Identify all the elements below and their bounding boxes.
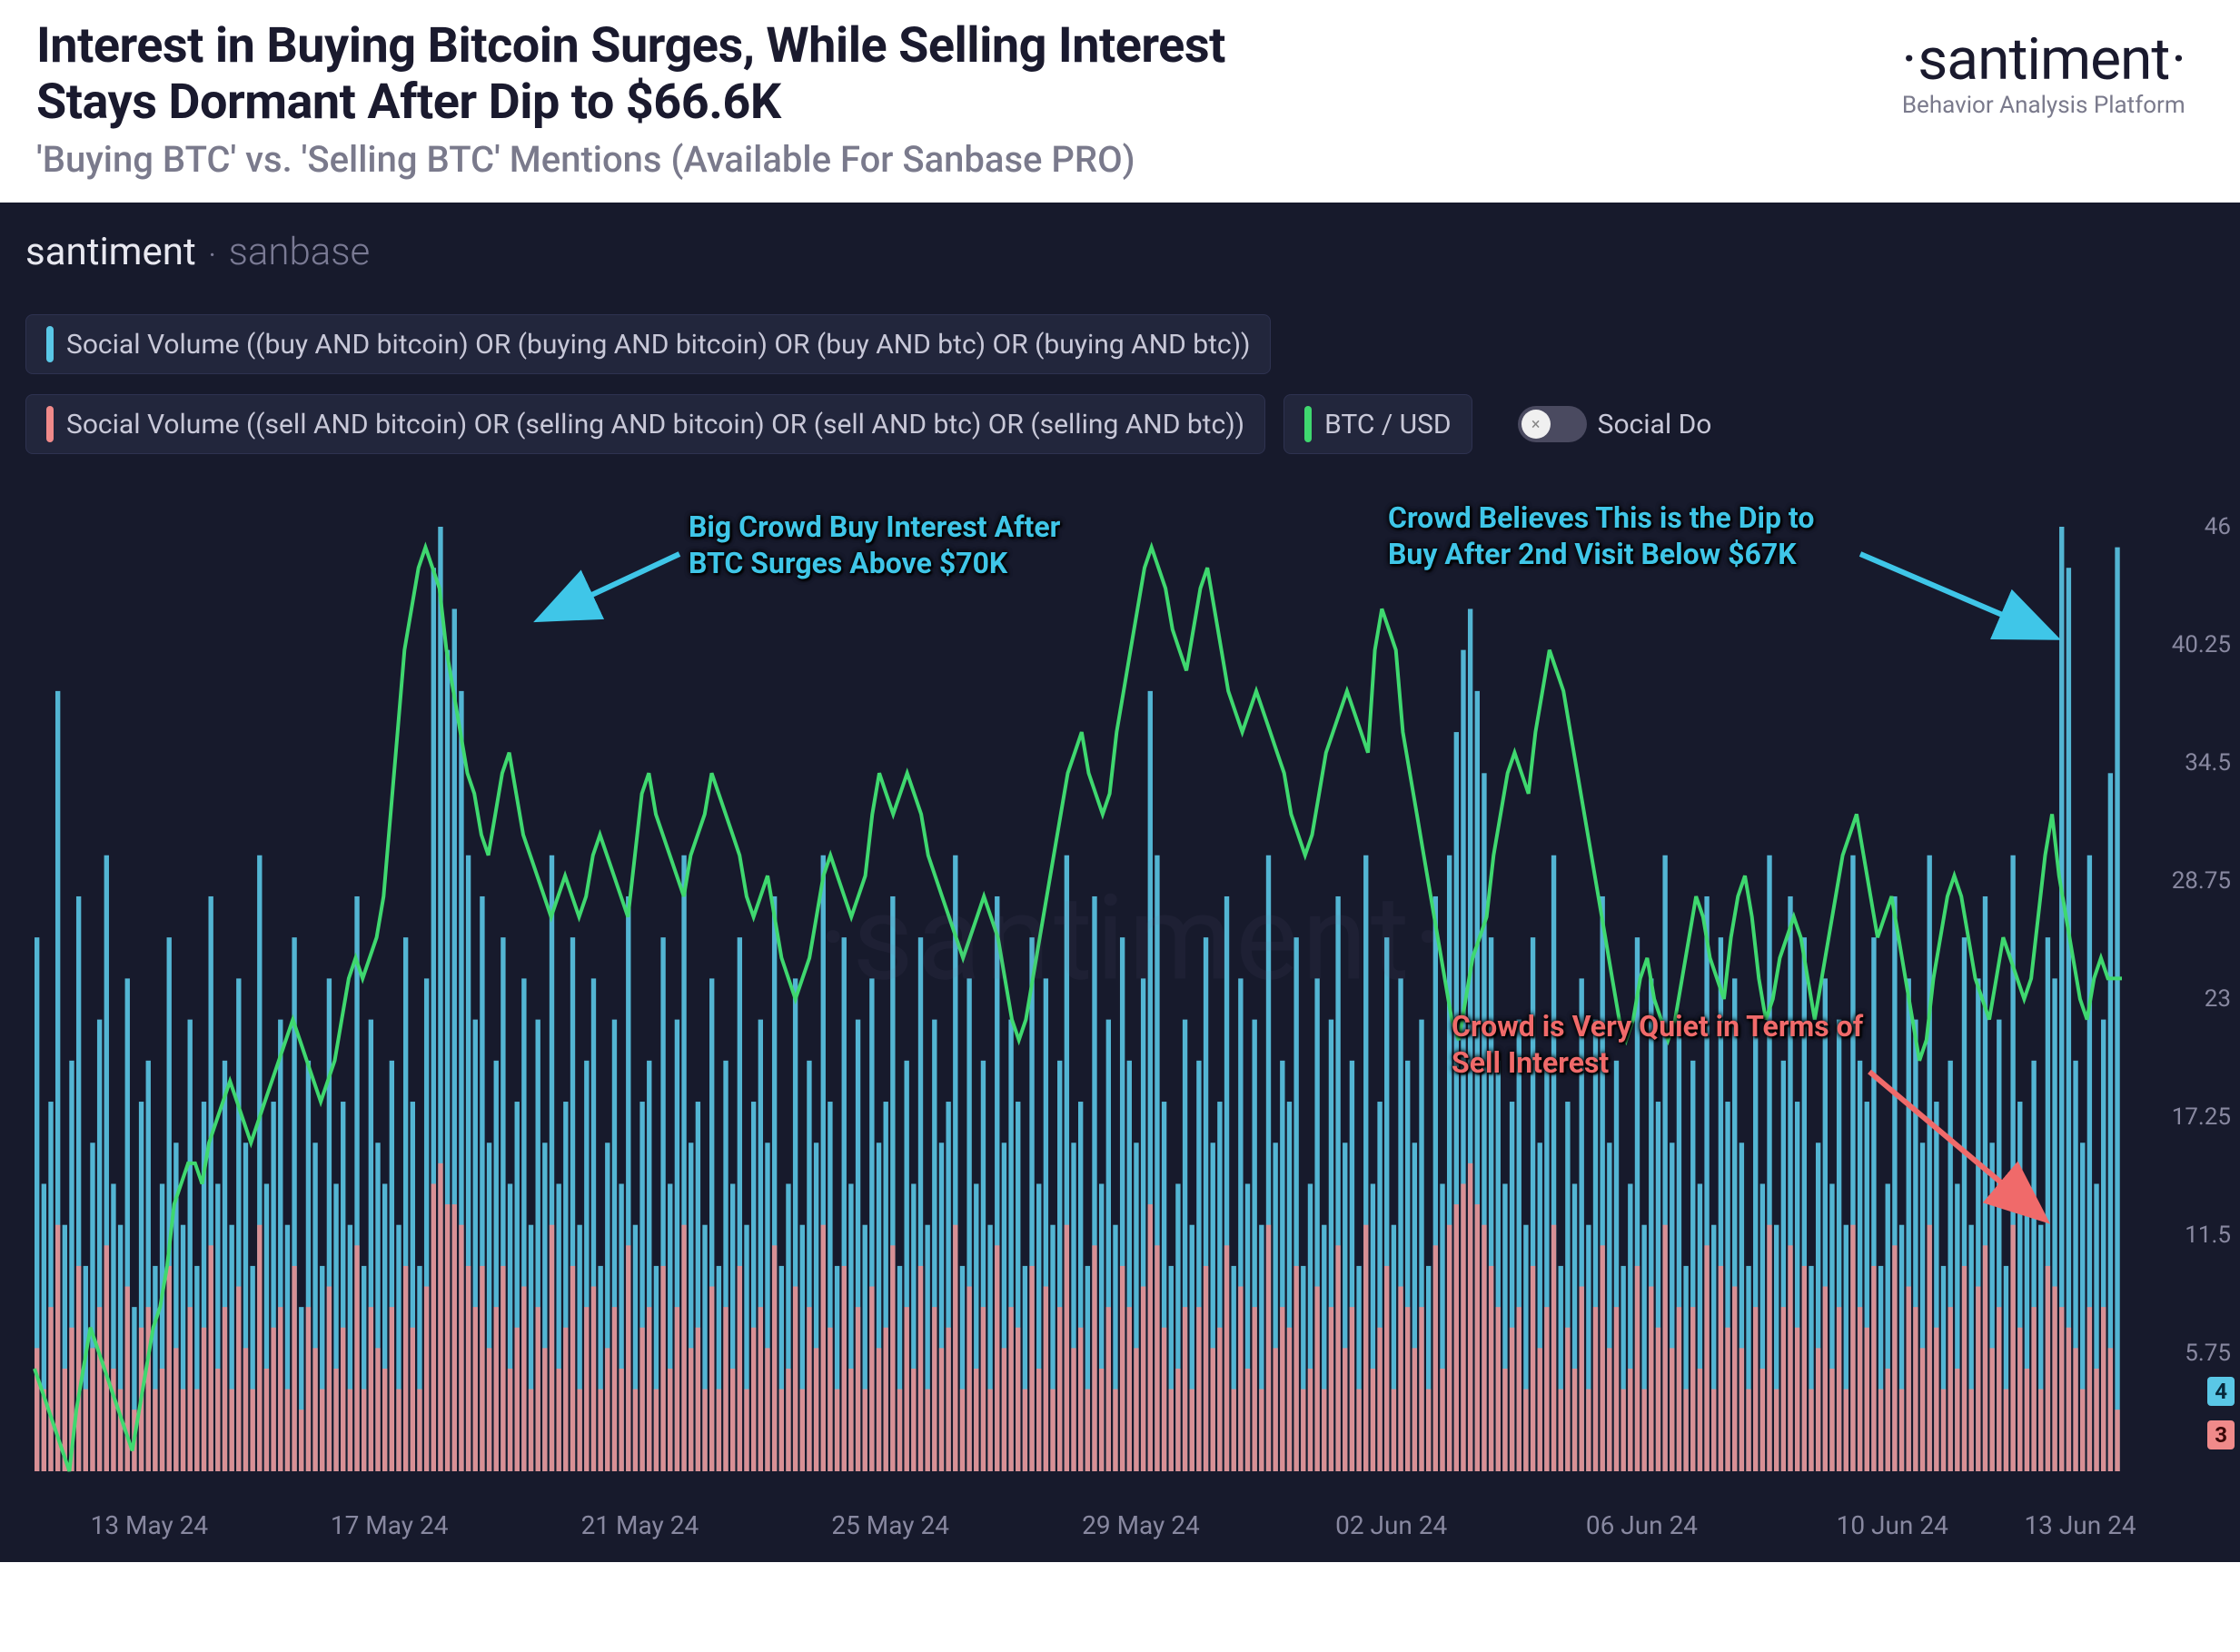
brand-logo: santiment xyxy=(1902,25,2185,94)
y-tick-label: 40.25 xyxy=(2172,631,2231,658)
x-tick-label: 13 May 24 xyxy=(91,1510,209,1540)
legend-item-sell[interactable]: Social Volume ((sell AND bitcoin) OR (se… xyxy=(25,394,1265,454)
page-title: Interest in Buying Bitcoin Surges, While… xyxy=(36,18,1902,131)
legend-label-sell: Social Volume ((sell AND bitcoin) OR (se… xyxy=(66,409,1244,440)
toggle-group: × Social Do xyxy=(1518,406,1712,442)
legend-label-price: BTC / USD xyxy=(1324,409,1452,440)
x-tick-label: 02 Jun 24 xyxy=(1335,1510,1447,1540)
page-subtitle: 'Buying BTC' vs. 'Selling BTC' Mentions … xyxy=(36,138,1902,181)
y-tick-label: 11.5 xyxy=(2185,1222,2231,1249)
legend-row-2: Social Volume ((sell AND bitcoin) OR (se… xyxy=(25,391,2240,458)
endcap-sell: 3 xyxy=(2207,1420,2235,1449)
x-tick-label: 29 May 24 xyxy=(1082,1510,1200,1540)
title-line-1: Interest in Buying Bitcoin Surges, While… xyxy=(36,17,1225,74)
y-tick-label: 17.25 xyxy=(2172,1103,2231,1131)
dark-header: santiment · sanbase xyxy=(25,230,2240,311)
y-tick-label: 28.75 xyxy=(2172,867,2231,895)
chart-area[interactable]: ·santiment· 5.7511.517.252328.7534.540.2… xyxy=(25,500,2240,1544)
brand-block: santiment Behavior Analysis Platform xyxy=(1902,18,2204,119)
chart-panel: santiment · sanbase Social Volume ((buy … xyxy=(0,203,2240,1562)
x-tick-label: 17 May 24 xyxy=(331,1510,449,1540)
x-tick-label: 13 Jun 24 xyxy=(2024,1510,2136,1540)
legend-row-1: Social Volume ((buy AND bitcoin) OR (buy… xyxy=(25,311,2240,378)
annotation-text: Crowd is Very Quiet in Terms of Sell Int… xyxy=(1452,1008,1869,1081)
title-line-2: Stays Dormant After Dip to $66.6K xyxy=(36,74,781,131)
separator-dot-icon: · xyxy=(209,240,216,272)
endcap-buy: 4 xyxy=(2207,1377,2235,1406)
x-tick-label: 10 Jun 24 xyxy=(1837,1510,1948,1540)
close-icon: × xyxy=(1521,410,1551,439)
brand-dark: santiment xyxy=(25,230,196,274)
annotation-text: Big Crowd Buy Interest After BTC Surges … xyxy=(689,509,1088,581)
y-tick-label: 5.75 xyxy=(2185,1340,2231,1367)
toggle-social-dominance[interactable]: × xyxy=(1518,406,1587,442)
y-tick-label: 23 xyxy=(2205,985,2231,1013)
x-tick-label: 06 Jun 24 xyxy=(1586,1510,1698,1540)
annotation-text: Crowd Believes This is the Dip to Buy Af… xyxy=(1388,500,1860,572)
legend-item-price[interactable]: BTC / USD xyxy=(1284,394,1472,454)
subbrand-dark: sanbase xyxy=(229,230,371,274)
x-tick-label: 25 May 24 xyxy=(831,1510,949,1540)
legend-item-buy[interactable]: Social Volume ((buy AND bitcoin) OR (buy… xyxy=(25,314,1271,374)
legend-swatch-price xyxy=(1304,406,1312,442)
legend-label-buy: Social Volume ((buy AND bitcoin) OR (buy… xyxy=(66,329,1250,361)
brand-tagline: Behavior Analysis Platform xyxy=(1902,92,2185,119)
toggle-label: Social Do xyxy=(1598,409,1712,440)
y-tick-label: 46 xyxy=(2205,513,2231,540)
header-text-block: Interest in Buying Bitcoin Surges, While… xyxy=(36,18,1902,181)
legend-swatch-sell xyxy=(46,406,54,442)
x-tick-label: 21 May 24 xyxy=(581,1510,699,1540)
white-header: Interest in Buying Bitcoin Surges, While… xyxy=(0,0,2240,203)
y-tick-label: 34.5 xyxy=(2185,749,2231,777)
chart-svg xyxy=(25,500,2240,1544)
legend-swatch-buy xyxy=(46,326,54,362)
